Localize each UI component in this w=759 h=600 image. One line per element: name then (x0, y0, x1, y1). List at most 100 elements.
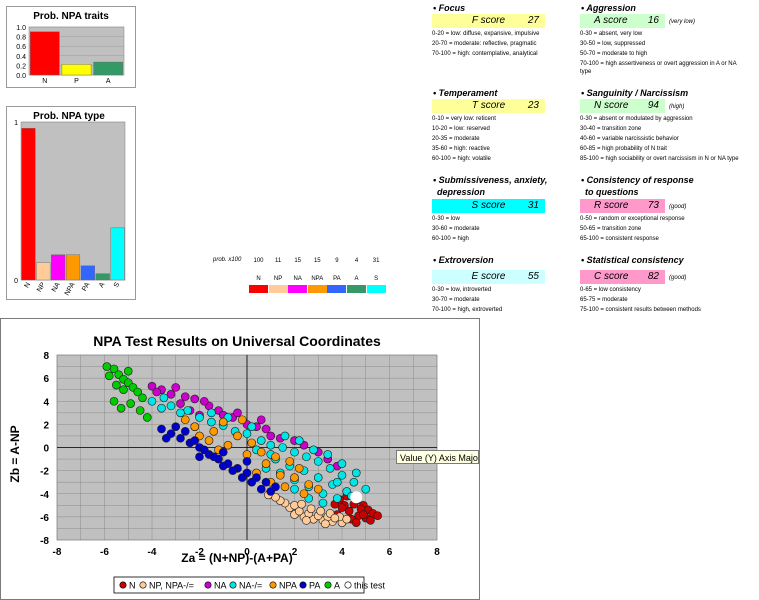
t-score-box: T score 23 (432, 99, 545, 113)
point-na- (207, 417, 216, 427)
point-na- (349, 477, 359, 487)
point-na (171, 383, 181, 392)
legend-label-pa: PA (309, 581, 320, 591)
aggression-heading: • Aggression (581, 3, 636, 13)
focus-desc-3: 70-100 = high: contemplative, analytical (432, 51, 538, 57)
point-n (351, 518, 361, 527)
point-npa (247, 438, 257, 448)
c-score-value: 82 (647, 271, 659, 282)
r-score-box: R score 73 (580, 199, 665, 213)
prob-swatch-a (347, 285, 366, 293)
point-na- (159, 393, 169, 403)
c-score-box: C score 82 (580, 270, 665, 284)
point-npa (280, 482, 290, 492)
sanguinity-desc-4: 60-85 = high probability of N trait (580, 146, 667, 152)
consistency-desc-3: 65-100 = consistent response (580, 236, 659, 242)
prob-value-na: 15 (294, 258, 302, 264)
prob-cat-a: A (354, 276, 359, 282)
legend-label-a: A (334, 581, 340, 591)
aggression-desc-2: 30-50 = low, suppressed (580, 41, 646, 47)
x-tick-label: 8 (434, 547, 440, 558)
t-score-value: 23 (527, 100, 539, 111)
x-tick-label: S (113, 281, 122, 289)
submissiveness-heading-1: • Submissiveness, anxiety, (433, 175, 548, 185)
point-na- (176, 408, 185, 418)
point-pa (242, 457, 252, 466)
prob-value-pa: 9 (335, 258, 339, 264)
x-tick-label: -6 (100, 547, 109, 558)
point-na- (290, 447, 299, 457)
e-score-box: E score 55 (432, 270, 545, 284)
point-n (373, 511, 382, 521)
point-na- (332, 494, 342, 503)
statistical-desc-1: 0-65 = low consistency (580, 287, 641, 293)
point-np-npa- (330, 513, 340, 523)
y-tick-label: 0.6 (16, 44, 26, 51)
prob-cat-s: S (374, 276, 379, 282)
x-axis-label: Za = (N+NP)-(A+PA) (181, 551, 292, 565)
point-na- (147, 396, 157, 406)
y-tick-label: 0 (43, 444, 49, 455)
bar-pa (80, 265, 95, 281)
prob-value-a: 4 (354, 258, 359, 264)
x-tick-label: -2 (195, 547, 204, 558)
x-tick-label: -8 (53, 547, 62, 558)
traits-chart: Prob. NPA traits 1.0 0.8 0.6 0.4 0.2 0.0 N P A (6, 6, 136, 88)
temperament-desc-1: 0-10 = very low: reticent (432, 116, 496, 122)
traits-chart-title: Prob. NPA traits (33, 11, 109, 22)
c-score-name: C score (594, 271, 629, 282)
point-np-npa- (290, 501, 299, 510)
prob-swatch-na (288, 285, 308, 293)
a-score-name: A score (594, 15, 628, 26)
n-score-value: 94 (647, 100, 659, 111)
point-pa (171, 422, 181, 431)
legend-marker-this-test (344, 581, 352, 589)
point-a (133, 387, 143, 397)
statistical-heading: • Statistical consistency (581, 255, 684, 265)
y-tick-label: 1.0 (16, 25, 26, 32)
point-na- (183, 406, 192, 415)
submissiveness-desc-1: 0-30 = low (432, 216, 460, 222)
point-n (359, 510, 368, 519)
x-tick-label: NPA (64, 281, 77, 297)
bar-p (61, 64, 92, 76)
point-na (256, 415, 266, 425)
bar-npa (65, 254, 81, 281)
bar-a (93, 61, 123, 76)
legend-marker-pa (299, 581, 307, 589)
x-tick-label: 6 (387, 547, 393, 558)
prob-cat-na: NA (293, 276, 302, 282)
point-npa (209, 427, 219, 436)
extroversion-heading: • Extroversion (433, 255, 494, 265)
y-tick-label: -2 (40, 467, 49, 478)
point-pa (256, 484, 266, 494)
bar-a (95, 273, 110, 281)
prob-cat-n: N (256, 276, 261, 282)
traits-chart-svg: Prob. NPA traits 1.0 0.8 0.6 0.4 0.2 0.0 N P A (16, 11, 125, 85)
point-np-npa- (297, 499, 306, 509)
point-pa (199, 445, 209, 455)
a-score-box: A score 16 (580, 14, 665, 28)
point-na- (351, 468, 361, 478)
y-tick-label: 0.0 (16, 73, 26, 80)
point-pa (266, 487, 276, 496)
point-npa (275, 470, 285, 480)
point-n (366, 516, 375, 525)
consistency-heading-1: • Consistency of response (581, 175, 694, 185)
point-na- (361, 484, 371, 494)
point-npa (313, 484, 323, 494)
temperament-desc-5: 60-100 = high: volatile (432, 156, 491, 162)
y-tick-label: 0.2 (16, 63, 26, 70)
point-na- (280, 431, 290, 441)
point-na- (195, 413, 204, 422)
prob-strip-label: prob. x100 (213, 257, 242, 263)
point-npa (204, 436, 214, 445)
y-tick-label: 8 (43, 351, 49, 362)
point-pa (218, 447, 228, 457)
temperament-heading: • Temperament (433, 88, 498, 98)
prob-swatch-np (268, 285, 288, 293)
focus-desc-2: 20-70 = moderate: reflective, pragmatic (432, 41, 537, 47)
s-score-box: S score 31 (432, 199, 545, 213)
a-score-note: (very low) (669, 19, 696, 25)
s-score-name: S score (471, 200, 506, 211)
